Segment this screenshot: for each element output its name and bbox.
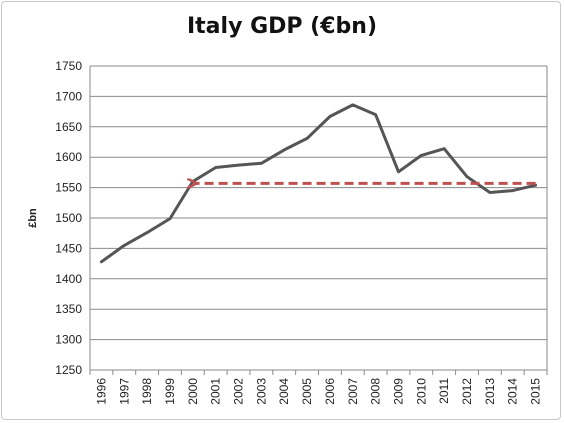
y-tick-label: 1400 <box>55 272 82 286</box>
x-tick-label: 2000 <box>186 378 200 405</box>
series-group <box>99 103 538 264</box>
x-tick-label: 2012 <box>460 378 474 405</box>
x-tick-label: 2005 <box>300 378 314 405</box>
x-tick-label: 2010 <box>414 378 428 405</box>
y-tick-label: 1550 <box>55 181 82 195</box>
gridlines <box>89 65 548 375</box>
x-tick-label: 1996 <box>94 378 108 405</box>
y-axis-ticks: 1250 1300 1350 1400 1450 1500 1550 1600 1650 1700… <box>55 59 82 377</box>
x-tick-label: 2009 <box>391 378 405 405</box>
x-tick-label: 2014 <box>506 378 520 405</box>
y-tick-label: 1650 <box>55 120 82 134</box>
y-tick-label: 1350 <box>55 302 82 316</box>
x-tick-label: 2004 <box>277 378 291 405</box>
x-tick-label: 1999 <box>163 378 177 405</box>
y-tick-label: 1450 <box>55 241 82 255</box>
x-tick-label: 2007 <box>346 378 360 405</box>
x-axis-ticks: 1996 1997 1998 1999 2000 2001 2002 2003 2004 2005… <box>94 378 542 405</box>
y-tick-label: 1250 <box>55 363 82 377</box>
x-tick-label: 2008 <box>369 378 383 405</box>
y-axis-label: £bn <box>27 208 39 228</box>
y-tick-label: 1500 <box>55 211 82 225</box>
y-tick-label: 1700 <box>55 89 82 103</box>
x-tick-label: 2015 <box>529 378 543 405</box>
x-tick-label: 2001 <box>209 378 223 405</box>
x-tick-label: 2013 <box>483 378 497 405</box>
x-tick-label: 1998 <box>140 378 154 405</box>
x-tick-label: 2011 <box>437 378 451 404</box>
y-tick-label: 1750 <box>55 59 82 73</box>
x-tick-label: 1997 <box>117 378 131 405</box>
x-tick-label: 2002 <box>232 378 246 405</box>
chart-title: Italy GDP (€bn) <box>186 14 378 39</box>
series-line <box>99 103 538 264</box>
x-tick-label: 2003 <box>254 378 268 405</box>
x-tick-label: 2006 <box>323 378 337 405</box>
y-tick-label: 1300 <box>55 333 82 347</box>
y-tick-label: 1600 <box>55 150 82 164</box>
